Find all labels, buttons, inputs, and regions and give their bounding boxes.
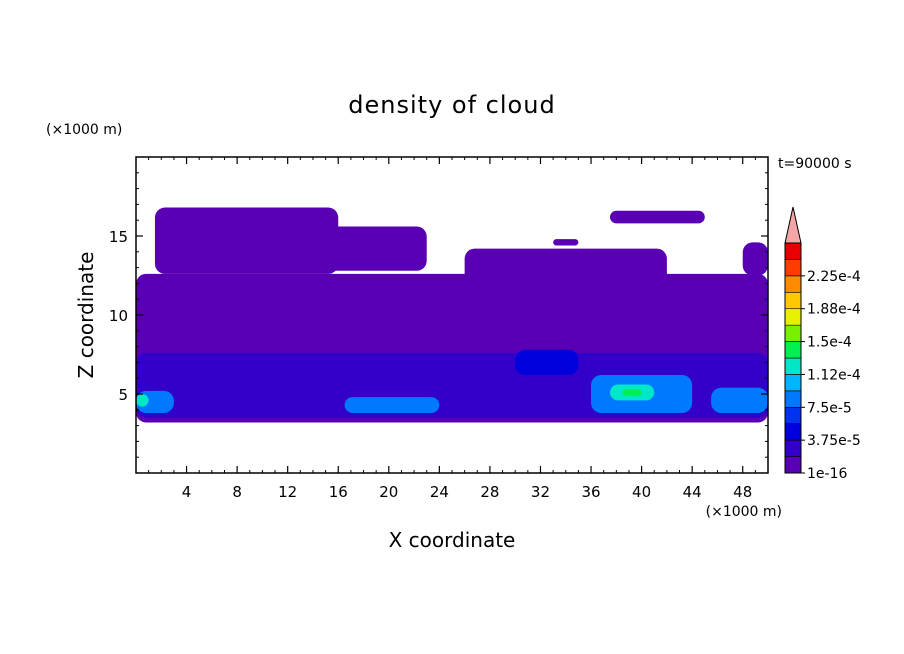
y-unit-label: (×1000 m) <box>46 122 122 138</box>
x-axis-ticks: 4 8 12 16 20 24 28 32 36 40 44 48 <box>148 157 756 501</box>
contour-region-11 <box>344 397 440 413</box>
x-tick-label: 28 <box>480 483 499 501</box>
colorbar-swatch <box>784 439 802 457</box>
chart-title: density of cloud <box>348 91 555 119</box>
colorbar-swatch <box>784 259 802 277</box>
colorbar-tick-label: 1e-16 <box>807 466 847 482</box>
contour-region-6 <box>553 239 579 246</box>
contour-region-13 <box>711 387 768 413</box>
colorbar-swatch <box>784 374 802 392</box>
contour-region-4 <box>464 248 667 303</box>
y-tick-label: 15 <box>109 228 128 246</box>
y-axis-label: Z coordinate <box>74 252 98 379</box>
x-axis-label: X coordinate <box>389 528 516 552</box>
colorbar-swatch <box>784 341 802 359</box>
colorbar-swatch <box>784 324 802 342</box>
colorbar-swatch <box>784 291 802 310</box>
colorbar-tick-label: 1.88e-4 <box>807 302 861 318</box>
contour-region-16 <box>622 389 642 396</box>
x-tick-label: 4 <box>182 483 192 501</box>
colorbar-swatch <box>784 275 802 293</box>
colorbar-tick-label: 1.12e-4 <box>807 367 861 383</box>
contour-regions <box>136 207 768 423</box>
y-tick-label: 5 <box>118 386 128 404</box>
x-tick-label: 40 <box>632 483 651 501</box>
colorbar-extend-triangle <box>784 206 802 244</box>
colorbar-swatch <box>784 423 802 441</box>
contour-region-7 <box>742 242 768 276</box>
contour-region-15 <box>136 394 149 407</box>
x-tick-label: 32 <box>531 483 550 501</box>
colorbar-frame <box>784 242 802 474</box>
colorbar-swatch <box>784 308 802 326</box>
contour-region-5 <box>610 210 705 224</box>
x-tick-label: 44 <box>683 483 702 501</box>
colorbar-tick-label: 2.25e-4 <box>807 269 861 285</box>
x-tick-label: 24 <box>430 483 449 501</box>
contour-region-3 <box>281 226 427 271</box>
colorbar-swatch <box>784 456 802 474</box>
y-axis-ticks: 5 10 15 <box>109 172 768 458</box>
x-tick-label: 8 <box>232 483 242 501</box>
x-tick-label: 36 <box>581 483 600 501</box>
colorbar-tick-label: 3.75e-5 <box>807 433 861 449</box>
x-tick-label: 20 <box>379 483 398 501</box>
x-tick-label: 12 <box>278 483 297 501</box>
x-tick-label: 16 <box>329 483 348 501</box>
colorbar-swatch <box>784 357 802 375</box>
x-unit-label: (×1000 m) <box>706 504 782 520</box>
colorbar-tick-label: 7.5e-5 <box>807 400 852 416</box>
colorbar-swatch <box>784 406 802 425</box>
colorbar-swatch <box>784 242 802 260</box>
colorbar-tick-label: 1.5e-4 <box>807 335 852 351</box>
x-tick-label: 48 <box>733 483 752 501</box>
time-label: t=90000 s <box>778 156 852 172</box>
y-tick-label: 10 <box>109 307 128 325</box>
colorbar: 1e-16 3.75e-5 7.5e-5 1.12e-4 1.5e-4 1.88e-4 2.… <box>784 206 861 482</box>
contour-region-9 <box>515 349 579 376</box>
colorbar-swatch <box>784 390 802 408</box>
